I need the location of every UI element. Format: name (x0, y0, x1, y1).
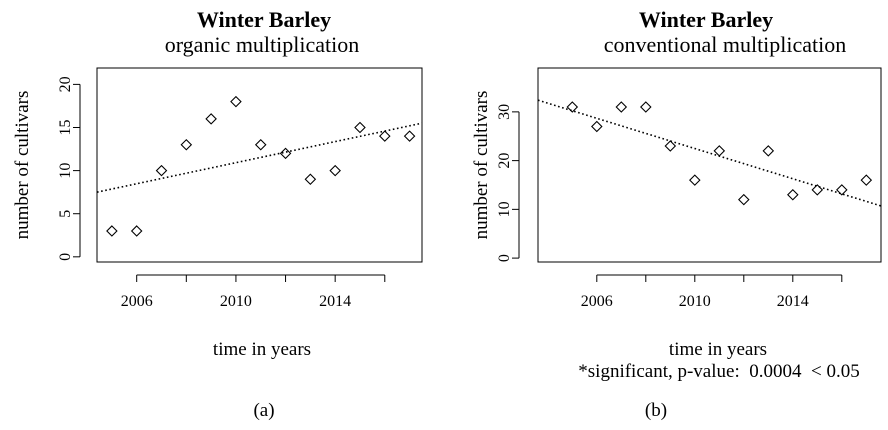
x-tick-label: 2014 (319, 293, 351, 310)
y-axis-label: number of cultivars (12, 91, 33, 240)
chart-title: Winter Barley (639, 7, 773, 32)
y-tick-label: 10 (496, 201, 513, 217)
data-point (811, 184, 824, 196)
x-tick-label: 2006 (581, 293, 613, 310)
x-axis-label: time in years (213, 339, 311, 360)
data-point (860, 174, 873, 186)
data-point (591, 120, 603, 133)
x-tick-label: 2006 (121, 293, 153, 310)
data-point (689, 174, 701, 186)
data-point (836, 184, 848, 196)
data-point (379, 130, 391, 142)
x-tick-label: 2010 (679, 293, 711, 310)
x-tick-label: 2014 (777, 293, 809, 310)
data-point (205, 113, 217, 125)
data-point (155, 164, 168, 177)
significance-note: *significant, p-value: 0.0004 < 0.05 (578, 361, 859, 382)
trend-line (96, 122, 423, 193)
x-axis-label: time in years (669, 339, 767, 360)
data-point (787, 188, 799, 201)
y-tick-label: 30 (496, 104, 513, 120)
plot-marks: 0 10 20 30 2006 2010 2014 (496, 99, 882, 310)
y-tick-label: 5 (57, 210, 74, 218)
chart-subtitle: organic multiplication (165, 32, 360, 57)
data-point (738, 193, 750, 206)
data-point (304, 173, 317, 186)
x-tick-label: 2010 (220, 293, 252, 310)
y-axis-label: number of cultivars (471, 91, 492, 240)
data-point (279, 147, 292, 160)
data-point (615, 101, 628, 113)
y-tick-label: 20 (496, 153, 513, 169)
data-point (664, 140, 677, 152)
plot-marks: 0 5 10 15 20 2006 2010 2014 (57, 76, 423, 310)
plot-frame (96, 67, 423, 263)
data-point (762, 145, 775, 157)
panel-b: Winter Barley conventional multiplicatio… (471, 7, 882, 421)
y-tick-label: 20 (57, 76, 74, 92)
data-point (130, 225, 143, 237)
data-point (403, 130, 416, 142)
trend-line (537, 99, 882, 207)
data-point (713, 145, 726, 157)
panel-label: (b) (645, 400, 667, 421)
y-tick-label: 15 (57, 119, 74, 135)
data-point (180, 138, 193, 151)
data-point (254, 138, 267, 151)
data-point (329, 164, 341, 177)
chart-subtitle: conventional multiplication (604, 32, 847, 57)
data-point (230, 95, 242, 108)
data-point (354, 121, 366, 134)
panel-label: (a) (253, 400, 274, 421)
data-point (566, 101, 579, 113)
y-tick-label: 10 (57, 163, 74, 179)
y-tick-label: 0 (57, 253, 74, 261)
chart-title: Winter Barley (197, 7, 331, 32)
data-point (106, 225, 118, 237)
data-point (640, 101, 652, 113)
panel-a: Winter Barley organic multiplication 0 5 1… (12, 7, 423, 421)
plot-frame (537, 67, 882, 263)
y-tick-label: 0 (496, 254, 513, 262)
